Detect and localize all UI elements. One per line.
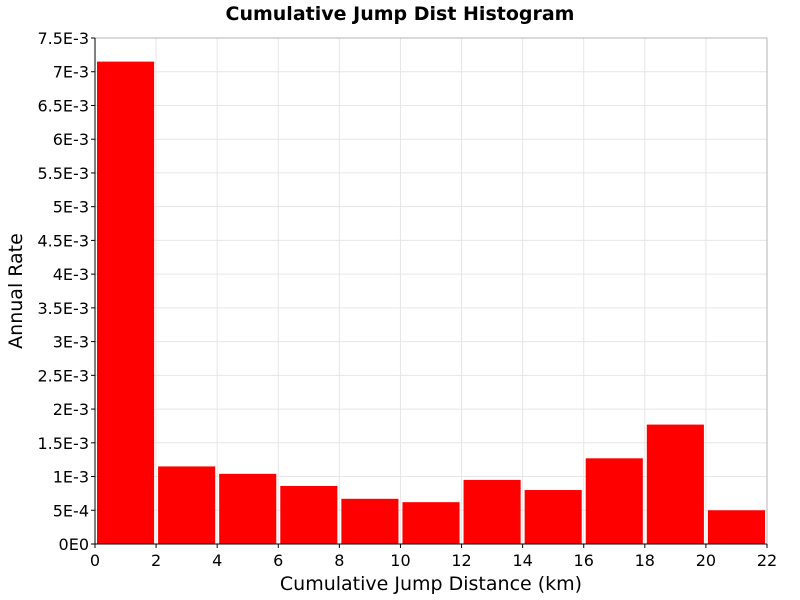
- x-tick-label: 12: [451, 551, 471, 570]
- chart-title: Cumulative Jump Dist Histogram: [226, 3, 575, 25]
- histogram-bar: [707, 510, 765, 544]
- y-tick-label: 4.5E-3: [37, 231, 89, 250]
- y-tick-label: 7E-3: [53, 63, 89, 82]
- y-tick-label: 5.5E-3: [37, 164, 89, 183]
- histogram-bar: [219, 473, 277, 544]
- y-tick-label: 3.5E-3: [37, 299, 89, 318]
- x-axis-label: Cumulative Jump Distance (km): [280, 573, 582, 595]
- y-tick-label: 2.5E-3: [37, 366, 89, 385]
- y-tick-label: 6.5E-3: [37, 96, 89, 115]
- histogram-bar: [158, 466, 216, 544]
- y-tick-label: 7.5E-3: [37, 29, 89, 48]
- histogram-bar: [585, 458, 643, 544]
- x-tick-label: 10: [390, 551, 410, 570]
- y-tick-label: 1.5E-3: [37, 434, 89, 453]
- y-tick-label: 6E-3: [53, 130, 89, 149]
- y-axis-label: Annual Rate: [5, 233, 27, 349]
- y-tick-label: 2E-3: [53, 400, 89, 419]
- histogram-bar: [280, 485, 338, 544]
- grid-lines: [94, 37, 768, 545]
- x-tick-label: 14: [512, 551, 532, 570]
- x-tick-label: 0: [90, 551, 100, 570]
- x-tick-label: 16: [574, 551, 594, 570]
- y-tick-label: 1E-3: [53, 468, 89, 487]
- x-tick-label: 22: [757, 551, 777, 570]
- x-tick-label: 6: [273, 551, 283, 570]
- histogram-bar: [341, 498, 399, 544]
- histogram-bar: [646, 424, 704, 544]
- x-tick-label: 18: [635, 551, 655, 570]
- y-tick-labels: 0E0 5E-4 1E-3 1.5E-3 2E-3 2.5E-3 3E-3 3.5E-3 4E-…: [37, 29, 95, 554]
- histogram-bar: [524, 490, 582, 544]
- x-tick-label: 8: [334, 551, 344, 570]
- x-tick-labels: 0 2 4 6 8 10 12 14 16 18 20 22: [90, 544, 777, 570]
- x-tick-label: 20: [696, 551, 716, 570]
- y-tick-label: 5E-3: [53, 198, 89, 217]
- histogram-bar: [402, 502, 460, 544]
- y-tick-label: 4E-3: [53, 265, 89, 284]
- y-tick-label: 0E0: [59, 535, 89, 554]
- y-tick-label: 5E-4: [53, 501, 89, 520]
- y-tick-label: 3E-3: [53, 333, 89, 352]
- x-tick-label: 2: [151, 551, 161, 570]
- histogram-bar: [463, 479, 521, 544]
- histogram-bar: [97, 61, 155, 544]
- bars: [97, 61, 765, 544]
- x-tick-label: 4: [212, 551, 222, 570]
